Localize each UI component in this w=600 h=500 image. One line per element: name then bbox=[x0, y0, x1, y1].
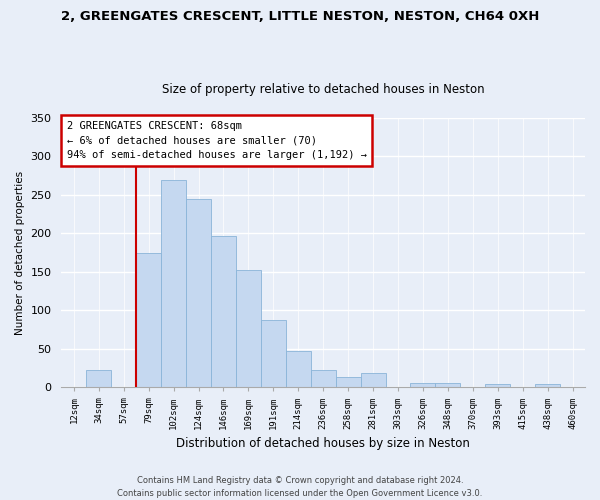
Bar bbox=[485, 384, 510, 388]
Bar bbox=[186, 199, 211, 388]
Bar bbox=[410, 383, 436, 388]
Text: 2, GREENGATES CRESCENT, LITTLE NESTON, NESTON, CH64 0XH: 2, GREENGATES CRESCENT, LITTLE NESTON, N… bbox=[61, 10, 539, 23]
Bar bbox=[136, 252, 161, 388]
Bar bbox=[211, 236, 236, 388]
Text: 2 GREENGATES CRESCENT: 68sqm
← 6% of detached houses are smaller (70)
94% of sem: 2 GREENGATES CRESCENT: 68sqm ← 6% of det… bbox=[67, 120, 367, 160]
Bar bbox=[236, 270, 261, 388]
Y-axis label: Number of detached properties: Number of detached properties bbox=[15, 170, 25, 335]
Bar bbox=[311, 370, 335, 388]
Bar bbox=[286, 351, 311, 388]
Bar bbox=[361, 373, 386, 388]
Bar bbox=[335, 378, 361, 388]
Title: Size of property relative to detached houses in Neston: Size of property relative to detached ho… bbox=[162, 83, 485, 96]
Bar bbox=[261, 320, 286, 388]
Text: Contains HM Land Registry data © Crown copyright and database right 2024.
Contai: Contains HM Land Registry data © Crown c… bbox=[118, 476, 482, 498]
Bar bbox=[161, 180, 186, 388]
Bar bbox=[436, 383, 460, 388]
Bar bbox=[86, 370, 111, 388]
Bar bbox=[535, 384, 560, 388]
X-axis label: Distribution of detached houses by size in Neston: Distribution of detached houses by size … bbox=[176, 437, 470, 450]
